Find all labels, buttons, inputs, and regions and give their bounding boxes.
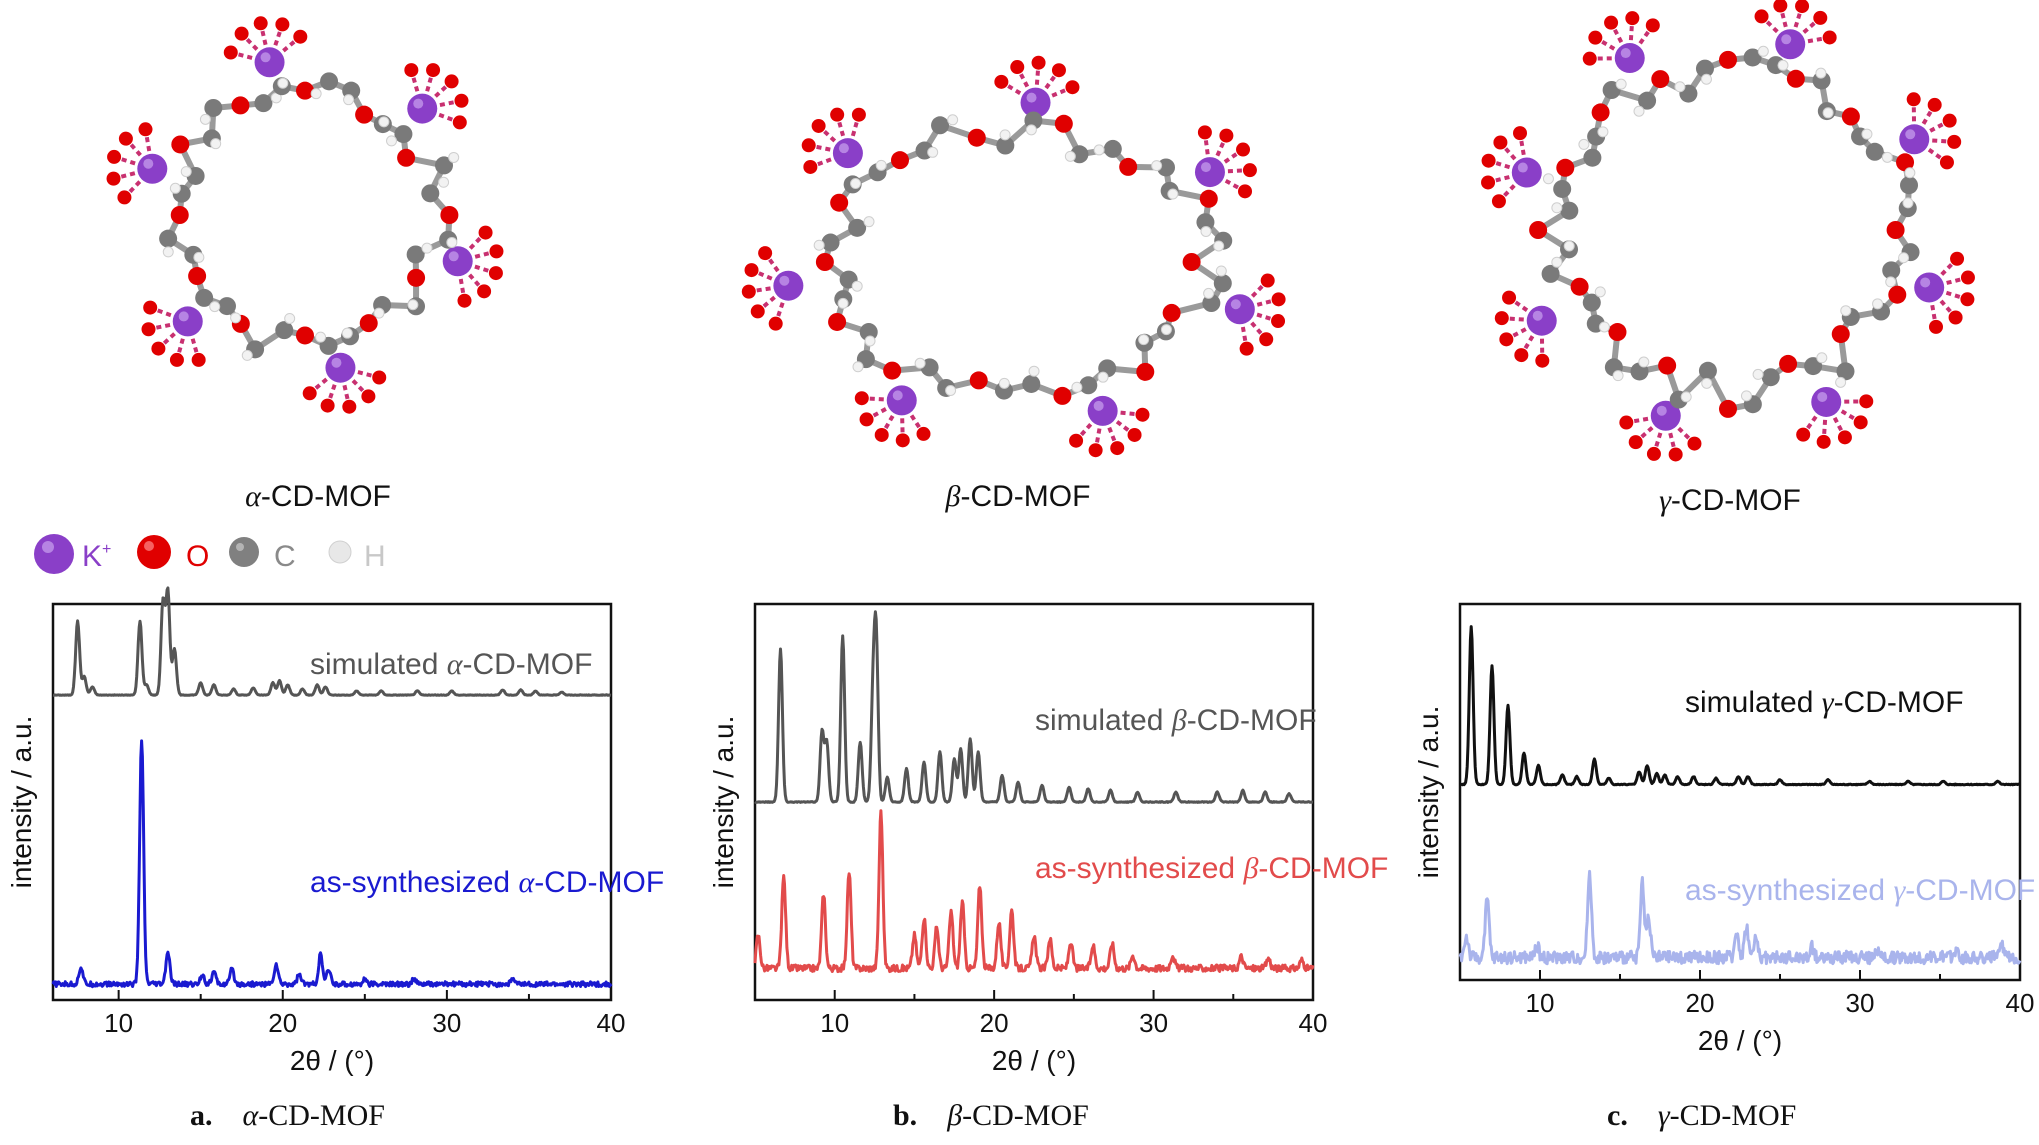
x-tick-label: 20 — [1686, 988, 1715, 1018]
plot-frame — [1458, 602, 2022, 982]
series-label-simulated: simulated β-CD-MOF — [1035, 704, 1317, 737]
x-tick-label: 40 — [1299, 1008, 1328, 1038]
x-tick-label: 20 — [268, 1008, 297, 1038]
series-line-simulated — [1459, 625, 2021, 787]
x-tick-label: 10 — [104, 1008, 133, 1038]
gamma-cd-mof-structure — [1481, 0, 1975, 462]
series-line-simulated — [52, 586, 612, 697]
x-tick-label: 40 — [597, 1008, 626, 1038]
structure-label-beta: β-CD-MOF — [945, 480, 1091, 513]
x-tick-label: 20 — [980, 1008, 1009, 1038]
x-tick-label: 10 — [1526, 988, 1555, 1018]
x-axis-label: 2θ / (°) — [290, 1045, 374, 1076]
y-axis-label: intensity / a.u. — [1413, 706, 1444, 879]
x-tick-label: 40 — [2006, 988, 2035, 1018]
plot-frame — [51, 602, 613, 1002]
x-tick-label: 30 — [1139, 1008, 1168, 1038]
panel-caption-b: b. β-CD-MOF — [893, 1099, 1089, 1132]
legend-label-h: H — [364, 540, 386, 573]
legend-label-c: C — [274, 540, 296, 573]
xrd-chart-alpha: 10 20 30 40 2θ / (°) intensity / a.u. simulate… — [6, 586, 664, 1076]
legend-label-o: O — [186, 540, 209, 573]
xrd-chart-gamma: 10 20 30 40 2θ / (°) intensity / a.u. simulate… — [1413, 602, 2035, 1056]
series-label-as-synthesized: as-synthesized α-CD-MOF — [310, 866, 664, 899]
atom-legend: K+ O C H — [34, 534, 386, 574]
y-axis-label: intensity / a.u. — [6, 716, 37, 889]
series-label-simulated: simulated γ-CD-MOF — [1685, 686, 1964, 719]
series-line-as-synthesized — [51, 739, 613, 989]
structure-label-alpha: α-CD-MOF — [245, 480, 391, 513]
x-tick-label: 30 — [1846, 988, 1875, 1018]
carbon-atom-icon — [229, 537, 259, 567]
structure-label-gamma: γ-CD-MOF — [1659, 484, 1801, 517]
x-axis-label: 2θ / (°) — [992, 1045, 1076, 1076]
alpha-cd-mof-structure — [106, 16, 504, 414]
series-line-simulated — [754, 610, 1314, 804]
x-axis-label: 2θ / (°) — [1698, 1025, 1782, 1056]
series-line-as-synthesized — [753, 809, 1315, 974]
y-axis-label: intensity / a.u. — [708, 716, 739, 889]
legend-label-k: K+ — [82, 540, 111, 573]
beta-cd-mof-structure — [741, 55, 1286, 458]
xrd-chart-beta: 10 20 30 40 2θ / (°) intensity / a.u. simulate… — [708, 602, 1388, 1076]
hydrogen-atom-icon — [328, 540, 352, 564]
panel-caption-a: a. α-CD-MOF — [190, 1099, 385, 1132]
series-label-as-synthesized: as-synthesized β-CD-MOF — [1035, 852, 1388, 885]
x-tick-label: 30 — [432, 1008, 461, 1038]
series-label-simulated: simulated α-CD-MOF — [310, 648, 592, 681]
potassium-atom-icon — [34, 534, 74, 574]
oxygen-atom-icon — [137, 535, 171, 569]
panel-caption-c: c. γ-CD-MOF — [1607, 1099, 1796, 1132]
series-line-as-synthesized — [1458, 869, 2022, 966]
x-tick-label: 10 — [820, 1008, 849, 1038]
series-label-as-synthesized: as-synthesized γ-CD-MOF — [1685, 874, 2035, 907]
